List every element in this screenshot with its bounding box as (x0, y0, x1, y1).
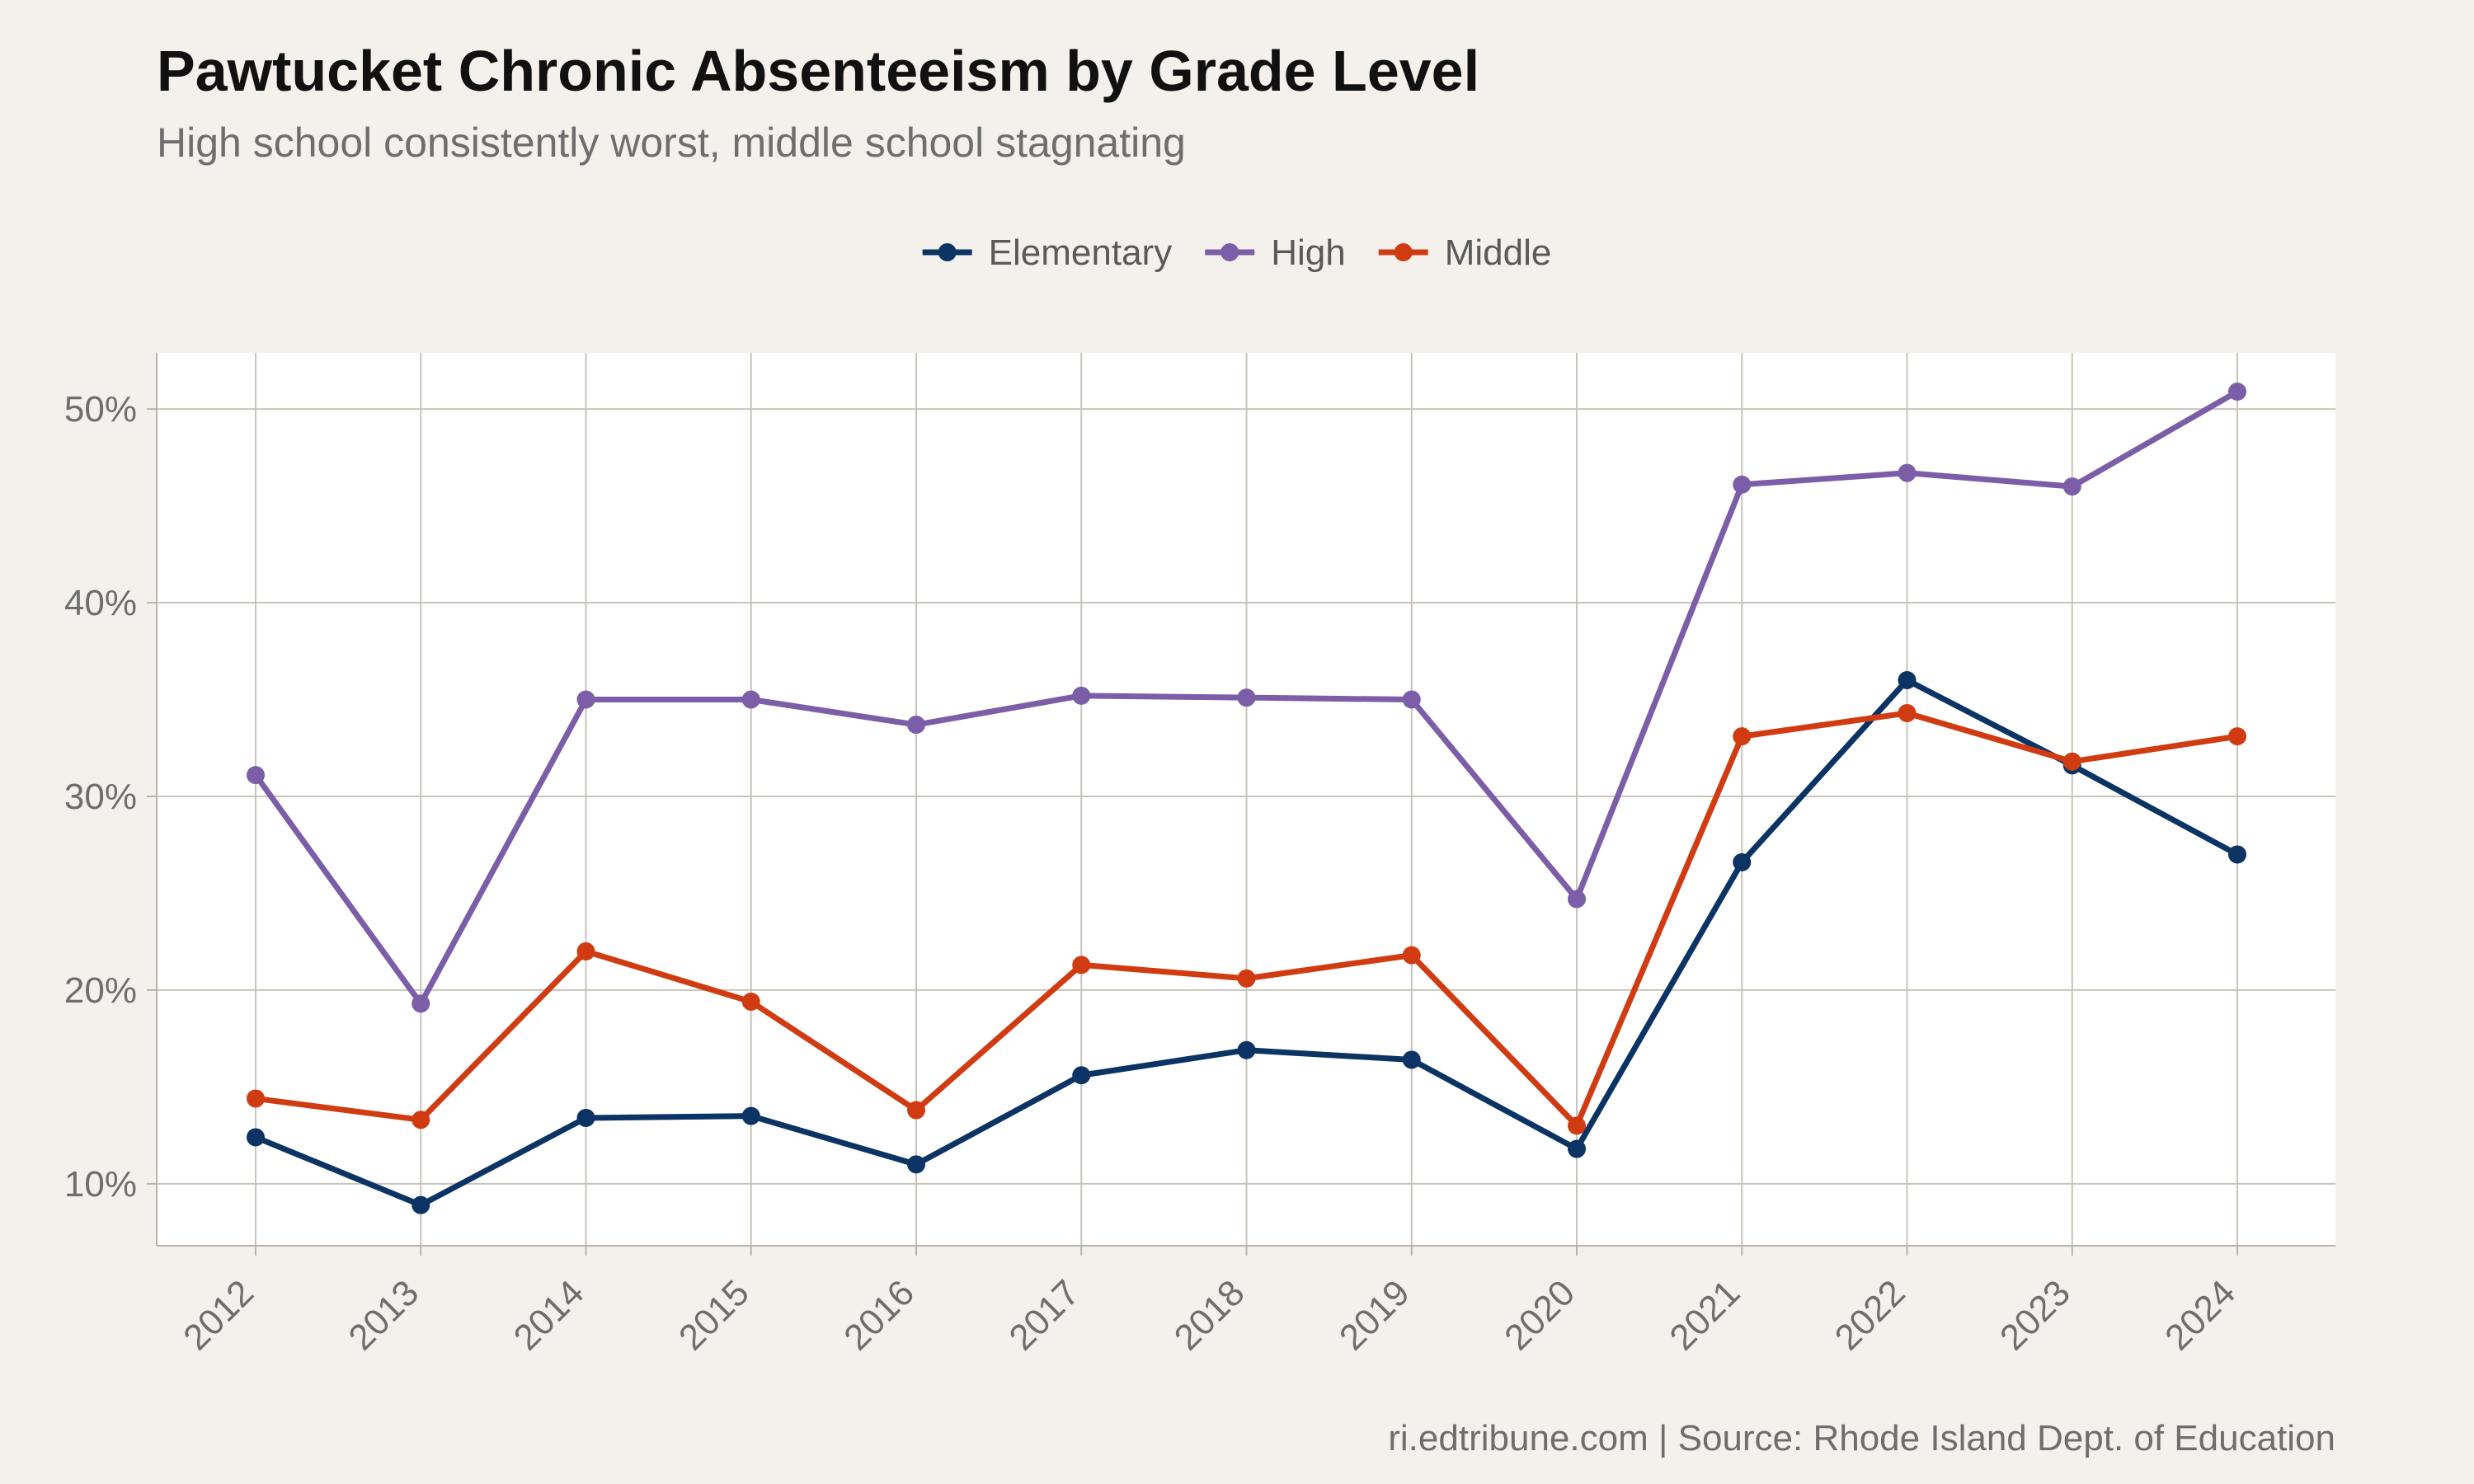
y-tick-label: 20% (64, 970, 137, 1011)
data-point-middle (412, 1111, 430, 1129)
data-point-high (907, 716, 925, 735)
data-point-high (412, 994, 430, 1013)
data-point-high (1568, 890, 1586, 909)
data-point-middle (2062, 752, 2081, 771)
data-point-middle (1237, 969, 1256, 988)
y-tick-label: 10% (64, 1164, 137, 1205)
data-point-high (741, 690, 760, 709)
data-point-middle (741, 992, 760, 1011)
data-point-elementary (412, 1195, 430, 1214)
legend-key-point-middle (1394, 243, 1413, 261)
data-point-middle (1402, 946, 1421, 965)
data-point-elementary (1568, 1139, 1586, 1158)
x-tick-label: 2019 (1332, 1272, 1418, 1358)
data-point-middle (1072, 956, 1091, 974)
x-tick-label: 2014 (506, 1272, 592, 1358)
y-tick-label: 30% (64, 777, 137, 817)
legend-key-point-high (1221, 243, 1239, 261)
data-point-elementary (1402, 1050, 1421, 1069)
data-point-middle (2228, 727, 2246, 746)
data-point-high (576, 690, 595, 709)
data-point-elementary (1072, 1066, 1091, 1085)
legend-key-point-elementary (938, 243, 957, 261)
data-point-middle (1568, 1116, 1586, 1135)
legend-item-middle: Middle (1378, 232, 1552, 273)
x-tick-label: 2016 (836, 1272, 922, 1358)
legend-item-elementary: Elementary (922, 232, 1173, 273)
data-point-high (2062, 477, 2081, 496)
x-tick-label: 2023 (1992, 1272, 2078, 1358)
data-point-high (1237, 688, 1256, 707)
data-point-elementary (1237, 1040, 1256, 1059)
data-point-high (1402, 690, 1421, 709)
x-tick-label: 2013 (341, 1272, 426, 1358)
y-tick-label: 50% (64, 389, 137, 430)
legend-item-high: High (1205, 232, 1346, 273)
data-point-middle (907, 1101, 925, 1120)
legend-label-high: High (1271, 232, 1346, 273)
series-layer (247, 382, 2246, 1214)
chart-subtitle: High school consistently worst, middle s… (157, 120, 1186, 166)
series-middle (247, 703, 2246, 1135)
legend-label-elementary: Elementary (989, 232, 1173, 273)
x-tick-label: 2020 (1497, 1272, 1583, 1358)
data-point-high (1072, 686, 1091, 705)
data-point-middle (1898, 703, 1917, 722)
x-tick-label: 2015 (671, 1272, 757, 1358)
data-point-high (1733, 475, 1752, 494)
chart-caption: ri.edtribune.com | Source: Rhode Island … (1388, 1418, 2335, 1458)
data-point-elementary (247, 1128, 265, 1147)
data-point-high (1898, 463, 1917, 482)
legend: Elementary High Middle (922, 232, 1552, 273)
data-point-elementary (907, 1155, 925, 1174)
data-point-high (2228, 382, 2246, 401)
x-tick-label: 2024 (2157, 1272, 2243, 1358)
y-tick-label: 40% (64, 583, 137, 623)
data-point-elementary (576, 1108, 595, 1127)
series-high (247, 382, 2246, 1013)
x-tick-label: 2021 (1662, 1272, 1747, 1358)
data-point-elementary (741, 1106, 760, 1125)
axes (147, 353, 2335, 1256)
x-tick-label: 2012 (176, 1272, 261, 1358)
data-point-high (247, 766, 265, 785)
x-tick-label: 2022 (1827, 1272, 1913, 1358)
legend-label-middle: Middle (1445, 232, 1552, 273)
chart-title: Pawtucket Chronic Absenteeism by Grade L… (157, 39, 1479, 103)
data-point-middle (247, 1089, 265, 1108)
data-point-elementary (1898, 671, 1917, 690)
data-point-elementary (1733, 852, 1752, 871)
data-point-middle (576, 942, 595, 960)
x-tick-label: 2018 (1167, 1272, 1253, 1358)
data-point-elementary (2228, 845, 2246, 864)
grid (157, 353, 2335, 1246)
data-point-middle (1733, 727, 1752, 746)
x-tick-label: 2017 (1001, 1272, 1087, 1358)
